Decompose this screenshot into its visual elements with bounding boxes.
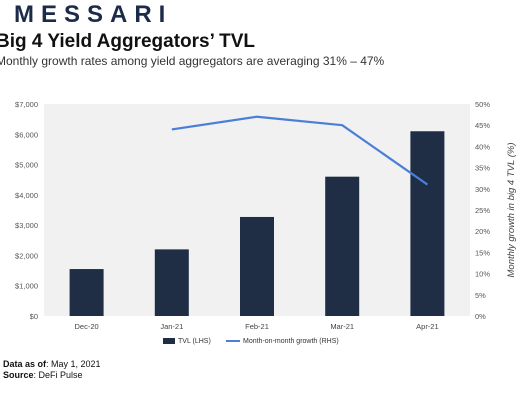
y-right-tick-label: 40% — [475, 142, 490, 151]
y-right-tick-label: 30% — [475, 185, 490, 194]
y-right-tick-label: 25% — [475, 206, 490, 215]
legend-label-growth: Month-on-month growth (RHS) — [243, 338, 339, 345]
legend-swatch-tvl — [163, 338, 175, 344]
chart-title: Big 4 Yield Aggregators’ TVL — [0, 31, 256, 52]
y-right-tick-label: 10% — [475, 270, 490, 279]
y-left-tick-label: $5,000 — [15, 161, 38, 170]
y-left-tick-label: $3,000 — [15, 221, 38, 230]
y-right-tick-label: 0% — [475, 312, 486, 321]
source-note: Source: DeFi Pulse — [3, 370, 83, 380]
growth-line — [171, 115, 429, 186]
y-left-tick-label: $7,000 — [15, 100, 38, 109]
x-tick-label: Feb-21 — [245, 322, 269, 331]
y-left-tick-label: $1,000 — [15, 282, 38, 291]
y-left-tick-label: $6,000 — [15, 130, 38, 139]
brand-name: MESSARI — [14, 1, 173, 28]
legend-label-tvl: TVL (LHS) — [178, 338, 211, 345]
x-tick-label: Apr-21 — [416, 322, 439, 331]
tvl-bar — [154, 249, 189, 316]
x-tick-label: Mar-21 — [330, 322, 354, 331]
y-left-tick-label: $2,000 — [15, 251, 38, 260]
y-right-tick-label: 45% — [475, 121, 490, 130]
tvl-bar — [325, 176, 360, 316]
y-left-tick-label: $0 — [30, 312, 38, 321]
data-as-of-note: Data as of: May 1, 2021 — [3, 359, 101, 369]
y-right-tick-label: 15% — [475, 248, 490, 257]
x-tick-label: Dec-20 — [75, 322, 99, 331]
chart-subtitle: Monthly growth rates among yield aggrega… — [0, 54, 385, 68]
y-right-axis-label: Monthly growth in big 4 TVL (%) — [506, 143, 517, 278]
y-right-tick-label: 35% — [475, 164, 490, 173]
tvl-bar — [69, 269, 104, 316]
y-right-tick-label: 20% — [475, 227, 490, 236]
y-left-tick-label: $4,000 — [15, 191, 38, 200]
y-right-tick-label: 5% — [475, 291, 486, 300]
chart-footer: Data as of: May 1, 2021 Source: DeFi Pul… — [3, 359, 101, 381]
tvl-bar — [240, 216, 274, 316]
x-tick-label: Jan-21 — [160, 322, 183, 331]
y-right-tick-label: 50% — [475, 100, 490, 109]
brand-logo: MESSARI — [0, 2, 172, 28]
tvl-bar — [410, 131, 445, 316]
